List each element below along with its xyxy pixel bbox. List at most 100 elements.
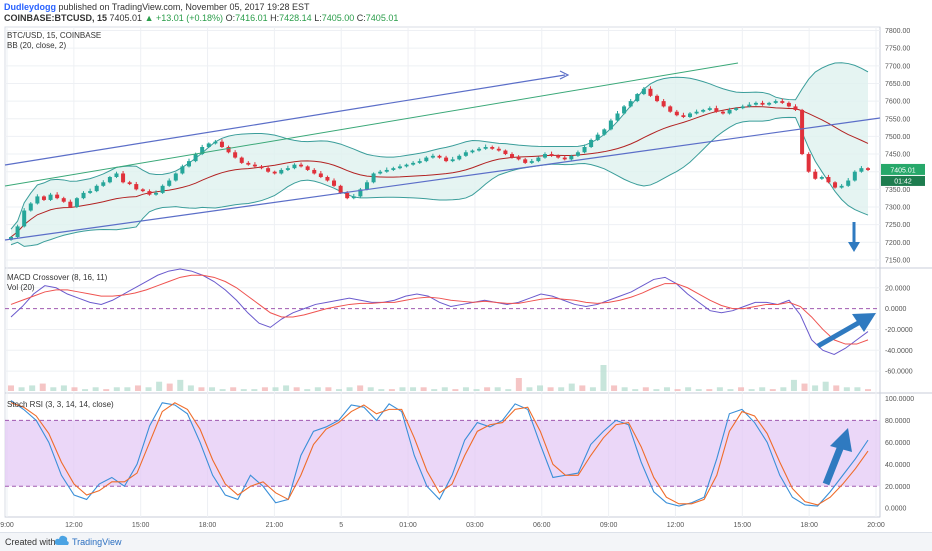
candle-body bbox=[424, 157, 429, 162]
volume-bar bbox=[82, 389, 89, 391]
candle-body bbox=[8, 237, 14, 240]
volume-bar bbox=[388, 389, 395, 391]
candle-body bbox=[826, 177, 831, 183]
volume-bar bbox=[759, 387, 766, 391]
candle-body bbox=[694, 111, 699, 114]
candle-body bbox=[668, 106, 673, 112]
bb-fill bbox=[11, 62, 868, 247]
candle-body bbox=[747, 104, 752, 107]
high-label: H: bbox=[270, 13, 280, 23]
candle-body bbox=[701, 109, 706, 112]
close-value: 7405.01 bbox=[365, 13, 399, 23]
trendline-green bbox=[4, 62, 739, 187]
legend-symbol[interactable]: BTC/USD, 15, COINBASE bbox=[7, 31, 102, 40]
price-tick-label: 7650.00 bbox=[885, 81, 910, 88]
candle-body bbox=[767, 102, 772, 105]
candle-body bbox=[575, 152, 580, 156]
candle-body bbox=[430, 155, 435, 158]
candle-body bbox=[318, 173, 323, 177]
legend-stoch[interactable]: Stoch RSI (3, 3, 14, 14, close) bbox=[7, 400, 114, 409]
open-value: 7416.01 bbox=[235, 13, 268, 23]
legend-bb[interactable]: BB (20, close, 2) bbox=[7, 41, 67, 50]
candle-body bbox=[167, 180, 172, 186]
volume-bar bbox=[145, 387, 152, 391]
candle-body bbox=[134, 184, 139, 190]
bb-upper-line bbox=[10, 62, 869, 230]
candle-body bbox=[312, 169, 317, 174]
stoch-tick-label: 60.0000 bbox=[885, 440, 910, 447]
time-tick-label: 06:00 bbox=[533, 522, 551, 529]
candle-body bbox=[351, 196, 356, 199]
candle-body bbox=[193, 154, 198, 162]
ohlc-line: COINBASE:BTCUSD, 15 7405.01 ▲ +13.01 (+0… bbox=[4, 13, 398, 23]
volume-bar bbox=[589, 387, 596, 391]
volume-bar bbox=[314, 387, 321, 391]
time-tick-label: 5 bbox=[339, 522, 343, 529]
candle-body bbox=[780, 101, 785, 103]
candle-body bbox=[15, 226, 20, 237]
candle-body bbox=[819, 177, 824, 179]
candle-body bbox=[628, 101, 633, 107]
volume-bar bbox=[515, 378, 522, 391]
volume-bar bbox=[790, 379, 797, 391]
price-tick-label: 7350.00 bbox=[885, 187, 910, 194]
volume-bar bbox=[156, 381, 163, 391]
price-tick-label: 7750.00 bbox=[885, 46, 910, 53]
candle-body bbox=[121, 173, 126, 183]
volume-bar bbox=[473, 389, 480, 391]
volume-bar bbox=[420, 387, 427, 391]
candle-body bbox=[556, 155, 561, 158]
author-name[interactable]: Dudleydogg bbox=[4, 2, 56, 12]
candle-body bbox=[707, 108, 712, 110]
candle-body bbox=[549, 154, 554, 156]
time-tick-label: 12:00 bbox=[65, 522, 83, 529]
candle-body bbox=[734, 108, 739, 110]
chart-svg[interactable]: 9:00 12:00 15:00 18:00 21:00 5 01:00 03:00 06:00… bbox=[0, 0, 932, 532]
candle-body bbox=[635, 94, 640, 102]
candle-body bbox=[266, 168, 271, 172]
volume-bar bbox=[505, 389, 512, 391]
candle-body bbox=[457, 155, 462, 160]
stoch-tick-label: 20.0000 bbox=[885, 484, 910, 491]
candle-body bbox=[371, 173, 376, 183]
volume-bar bbox=[537, 385, 544, 391]
candle-body bbox=[417, 161, 422, 163]
candle-body bbox=[35, 196, 40, 204]
volume-bar bbox=[621, 387, 628, 391]
stoch-k-line bbox=[10, 400, 869, 507]
volume-bar bbox=[357, 385, 364, 391]
candle-body bbox=[219, 141, 224, 147]
time-tick-label: 03:00 bbox=[466, 522, 484, 529]
time-tick-label: 01:00 bbox=[399, 522, 417, 529]
candle-body bbox=[773, 101, 778, 103]
time-tick-label: 18:00 bbox=[199, 522, 217, 529]
candle-body bbox=[305, 166, 310, 170]
candle-body bbox=[88, 191, 93, 193]
volume-bar bbox=[251, 389, 258, 391]
bb-lower-line bbox=[10, 116, 869, 247]
legend-vol[interactable]: Vol (20) bbox=[7, 283, 35, 292]
candle-body bbox=[806, 154, 811, 172]
legend-macd[interactable]: MACD Crossover (8, 16, 11) bbox=[7, 273, 108, 282]
tradingview-cloud-icon[interactable] bbox=[54, 535, 70, 548]
signal-line bbox=[10, 274, 869, 345]
up-arrow-shaft bbox=[816, 319, 862, 349]
price-tick-label: 7450.00 bbox=[885, 152, 910, 159]
candle-body bbox=[753, 102, 758, 105]
tradingview-brand[interactable]: TradingView bbox=[72, 537, 122, 547]
close-label: C: bbox=[356, 13, 366, 23]
candle-body bbox=[542, 154, 547, 158]
candle-body bbox=[378, 171, 383, 174]
trendline-lower bbox=[4, 117, 881, 241]
stoch-tick-label: 100.0000 bbox=[885, 396, 914, 403]
publish-line: Dudleydogg published on TradingView.com,… bbox=[4, 2, 310, 12]
candle-body bbox=[720, 111, 725, 114]
candle-body bbox=[233, 152, 238, 158]
volume-bar bbox=[579, 385, 586, 391]
volume-bar bbox=[8, 385, 14, 391]
candle-body bbox=[338, 185, 343, 193]
candle-body bbox=[813, 171, 818, 179]
candle-body bbox=[529, 161, 534, 163]
volume-bar bbox=[39, 383, 46, 391]
